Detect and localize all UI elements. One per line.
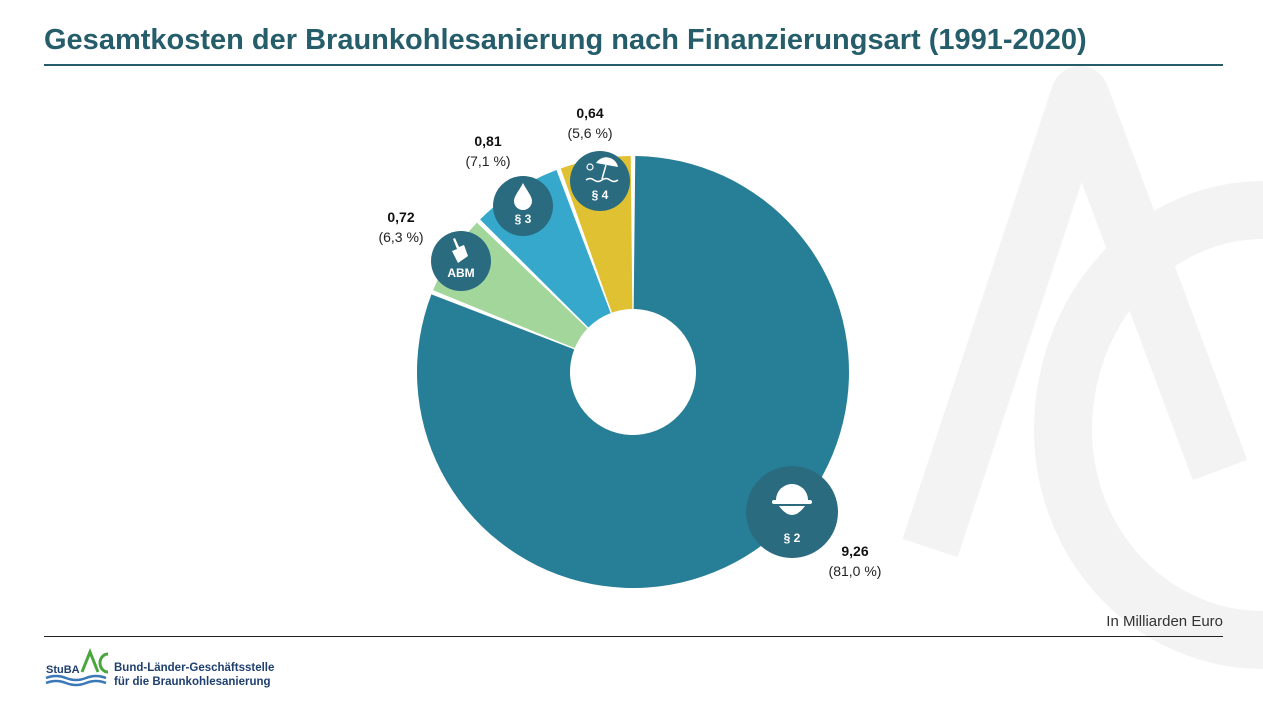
slice-badge: § 2 xyxy=(746,466,838,558)
badge-label: ABM xyxy=(447,266,474,280)
unit-note: In Milliarden Euro xyxy=(1106,613,1223,630)
stuba-logo-icon xyxy=(45,648,109,687)
data-label-percent: (6,3 %) xyxy=(378,229,423,245)
footer-divider xyxy=(44,636,1223,637)
donut-slice xyxy=(417,156,849,588)
shovel-icon xyxy=(452,238,468,263)
title-divider xyxy=(44,64,1223,66)
logo-name-line2: für die Braunkohlesanierung xyxy=(114,676,271,688)
data-label-value: 0,64 xyxy=(576,105,603,121)
slice-badge: § 4 xyxy=(570,151,630,211)
water-drop-icon xyxy=(514,183,532,210)
data-label-percent: (7,1 %) xyxy=(465,153,510,169)
beach-umbrella-icon xyxy=(585,157,619,183)
logo-name-line1: Bund-Länder-Geschäftsstelle xyxy=(114,662,275,674)
slice-badge: § 3 xyxy=(493,176,553,236)
page-title: Gesamtkosten der Braunkohlesanierung nac… xyxy=(44,24,1087,56)
badge-label: § 3 xyxy=(515,212,532,226)
data-label-value: 0,81 xyxy=(474,133,501,149)
logo-abbreviation: StuBA xyxy=(46,664,80,676)
data-label-percent: (5,6 %) xyxy=(567,125,612,141)
stuba-logo: StuBA Bund-Länder-Geschäftsstelle für di… xyxy=(44,648,284,692)
badge-label: § 4 xyxy=(592,188,609,202)
badge-circle xyxy=(431,231,491,291)
slice-badge: ABM xyxy=(431,231,491,291)
data-label-value: 9,26 xyxy=(841,543,868,559)
data-label-percent: (81,0 %) xyxy=(829,563,882,579)
hardhat-icon xyxy=(772,484,812,515)
data-label-value: 0,72 xyxy=(387,209,414,225)
badge-label: § 2 xyxy=(784,531,801,545)
